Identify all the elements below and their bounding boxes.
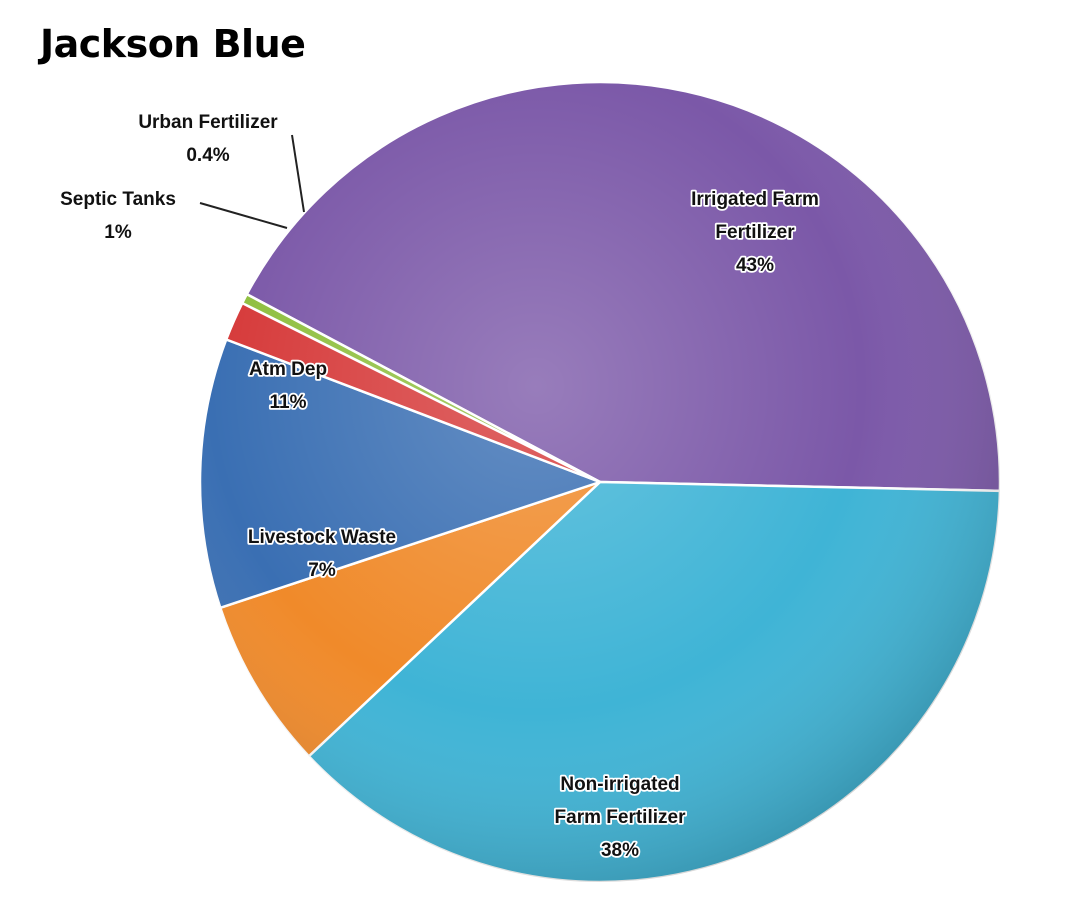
slice-label: Non-irrigated Farm Fertilizer 38% bbox=[555, 774, 687, 861]
slice-value-label: 38% bbox=[601, 840, 639, 861]
leader-line bbox=[291, 134, 305, 213]
slice-name-label: Atm Dep bbox=[249, 359, 327, 380]
slice-name-label: Urban Fertilizer bbox=[138, 112, 278, 133]
slice-label: Atm Dep 11% bbox=[249, 359, 327, 413]
slice-name-label: Fertilizer bbox=[715, 222, 795, 243]
slice-name-label: Non-irrigated bbox=[560, 774, 679, 795]
slice-value-label: 1% bbox=[104, 222, 132, 243]
slice-value-label: 7% bbox=[308, 560, 336, 581]
slice-label: Urban Fertilizer 0.4% bbox=[138, 112, 278, 166]
slice-name-label: Septic Tanks bbox=[60, 189, 176, 210]
slice-value-label: 0.4% bbox=[186, 145, 229, 166]
slice-name-label: Irrigated Farm bbox=[691, 189, 819, 210]
slice-name-label: Livestock Waste bbox=[248, 527, 396, 548]
slice-label: Livestock Waste 7% bbox=[248, 527, 396, 581]
slice-value-label: 43% bbox=[736, 255, 774, 276]
slice-name-label: Farm Fertilizer bbox=[555, 807, 687, 828]
slice-label: Septic Tanks 1% bbox=[60, 189, 176, 243]
slice-label: Irrigated Farm Fertilizer 43% bbox=[691, 189, 819, 276]
leader-line bbox=[199, 202, 288, 229]
slice-value-label: 11% bbox=[270, 392, 307, 413]
chart-title: Jackson Blue bbox=[40, 22, 306, 66]
